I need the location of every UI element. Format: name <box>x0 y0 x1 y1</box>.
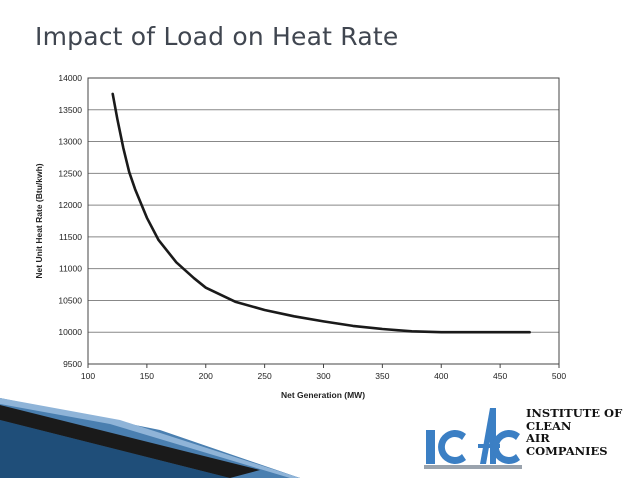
y-tick-label: 13000 <box>58 137 82 147</box>
y-tick-label: 11500 <box>59 232 82 242</box>
x-tick-label: 350 <box>375 371 389 381</box>
slide-title: Impact of Load on Heat Rate <box>35 22 399 51</box>
logo-line: COMPANIES <box>526 443 608 458</box>
y-tick-label: 11000 <box>59 264 82 274</box>
y-tick-label: 10000 <box>58 327 82 337</box>
heat-rate-curve <box>111 92 531 334</box>
y-tick-label: 12500 <box>58 168 82 178</box>
icac-logo-mark <box>424 408 522 469</box>
x-tick-label: 500 <box>552 371 566 381</box>
icac-logo-text: INSTITUTE OF CLEAN AIR COMPANIES <box>526 407 622 457</box>
y-axis-label: Net Unit Heat Rate (Btu/kwh) <box>34 163 44 278</box>
y-tick-label: 9500 <box>63 359 82 369</box>
logo-line: INSTITUTE OF <box>526 406 623 420</box>
y-tick-label: 10500 <box>58 295 82 305</box>
x-tick-label: 300 <box>316 371 330 381</box>
y-tick-label: 12000 <box>58 200 82 210</box>
chart-grid <box>88 109 559 333</box>
x-tick-label: 150 <box>140 371 154 381</box>
x-tick-label: 200 <box>199 371 213 381</box>
x-tick-label: 250 <box>258 371 272 381</box>
y-tick-labels: 9500 10000 10500 11000 11500 12000 12500 13000 1… <box>58 73 82 369</box>
x-axis-label: Net Generation (MW) <box>281 390 365 400</box>
logo-line: CLEAN <box>526 418 572 433</box>
logo-line: AIR <box>526 431 550 445</box>
x-tick-label: 400 <box>434 371 448 381</box>
x-tick-labels: 100 150 200 250 300 350 400 450 500 <box>81 364 566 381</box>
x-tick-label: 450 <box>493 371 507 381</box>
y-tick-label: 13500 <box>58 105 82 115</box>
y-tick-label: 14000 <box>58 73 82 83</box>
x-tick-label: 100 <box>81 371 95 381</box>
